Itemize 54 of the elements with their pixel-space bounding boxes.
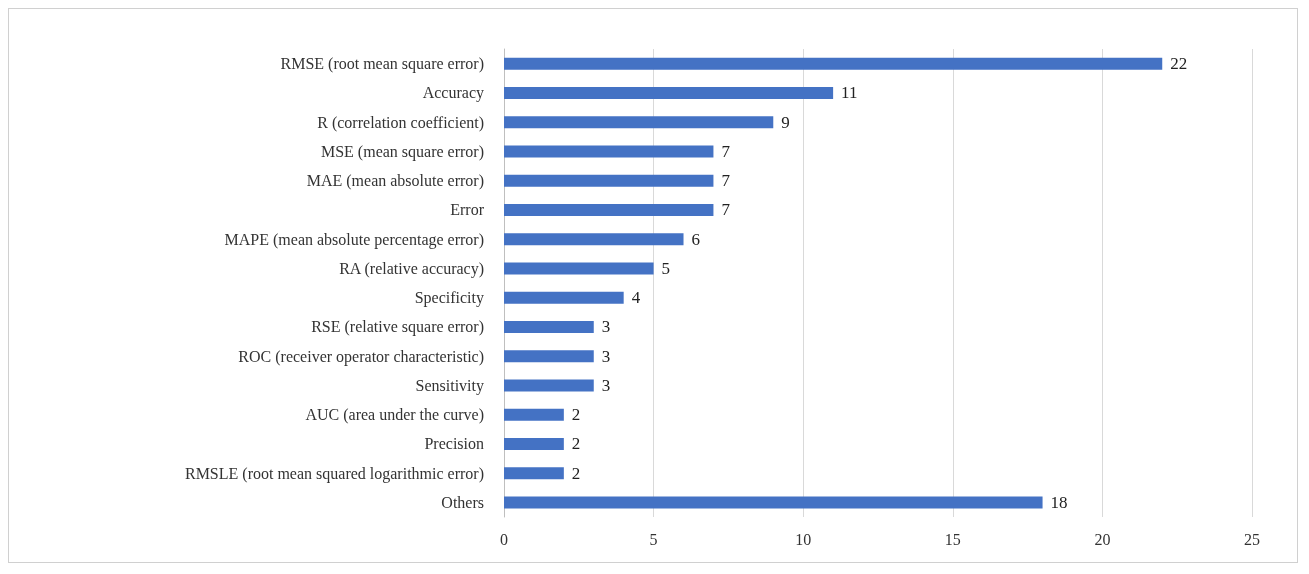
data-label: 4 — [631, 288, 641, 308]
data-label: 2 — [571, 405, 581, 425]
data-label: 18 — [1050, 492, 1068, 512]
data-label: 7 — [721, 141, 731, 161]
data-label: 11 — [841, 83, 858, 103]
data-label: 5 — [661, 258, 671, 278]
x-tick-label: 5 — [649, 530, 658, 548]
x-tick-label: 10 — [795, 530, 812, 548]
x-tick-label: 0 — [500, 530, 508, 548]
x-tick-label: 20 — [1094, 530, 1111, 548]
data-label: 2 — [571, 434, 581, 454]
x-tick-label: 15 — [944, 530, 961, 548]
bar — [504, 437, 564, 450]
y-tick-label: Sensitivity — [415, 376, 484, 395]
y-tick-label: AUC (area under the curve) — [305, 406, 484, 425]
y-tick-label: R (correlation coefficient) — [317, 113, 484, 132]
bar — [504, 233, 684, 246]
data-label: 22 — [1170, 54, 1188, 74]
y-tick-label: Error — [450, 201, 485, 219]
y-tick-label: RMSLE (root mean squared logarithmic error) — [184, 464, 484, 483]
data-label: 3 — [601, 317, 611, 337]
y-tick-label: RA (relative accuracy) — [339, 259, 484, 278]
bar — [504, 262, 654, 275]
bar — [504, 467, 564, 480]
bar — [504, 174, 714, 187]
y-tick-label: Others — [441, 493, 484, 511]
y-tick-label: MSE (mean square error) — [320, 142, 484, 161]
y-tick-label: ROC (receiver operator characteristic) — [238, 347, 484, 366]
data-label: 3 — [601, 346, 611, 366]
bar — [504, 57, 1163, 70]
y-tick-label: MAPE (mean absolute percentage error) — [224, 230, 484, 249]
data-label: 2 — [571, 463, 581, 483]
data-label: 7 — [721, 171, 731, 191]
bar — [504, 320, 594, 333]
bar — [504, 291, 624, 304]
y-tick-label: RSE (relative square error) — [311, 318, 484, 337]
bar — [504, 496, 1043, 509]
bar — [504, 379, 594, 392]
data-label: 7 — [721, 200, 731, 220]
y-tick-label: Specificity — [414, 289, 484, 308]
bar — [504, 408, 564, 421]
bar — [504, 86, 834, 99]
bar — [504, 145, 714, 158]
data-label: 3 — [601, 375, 611, 395]
y-tick-label: Accuracy — [422, 84, 484, 103]
y-tick-label: Precision — [424, 435, 484, 453]
x-tick-label: 25 — [1244, 530, 1260, 548]
bar — [504, 116, 774, 129]
data-label: 6 — [691, 229, 701, 249]
y-tick-label: RMSE (root mean square error) — [280, 55, 484, 74]
data-label: 9 — [781, 112, 790, 132]
bar — [504, 203, 714, 216]
y-tick-label: MAE (mean absolute error) — [306, 172, 484, 191]
bar — [504, 350, 594, 363]
